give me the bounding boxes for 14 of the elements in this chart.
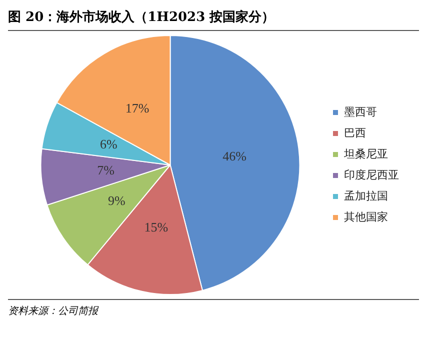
legend-label: 巴西 xyxy=(344,126,366,140)
legend-label: 其他国家 xyxy=(344,210,388,224)
text: 资料来源：公司简报 xyxy=(8,304,100,318)
data-label: 7% xyxy=(97,162,115,178)
chart-title: 图 20：海外市场收入（1H2023 按国家分） xyxy=(8,8,419,31)
data-label: 17% xyxy=(125,100,150,116)
legend-label: 墨西哥 xyxy=(344,105,377,118)
legend-label: 坦桑尼亚 xyxy=(343,147,388,160)
data-label: 15% xyxy=(144,220,168,235)
legend-label: 孟加拉国 xyxy=(344,189,388,202)
data-label: 9% xyxy=(108,192,126,208)
legend-label: 印度尼西亚 xyxy=(344,168,399,182)
data-label: 6% xyxy=(100,136,118,152)
data-label: 46% xyxy=(222,148,247,164)
